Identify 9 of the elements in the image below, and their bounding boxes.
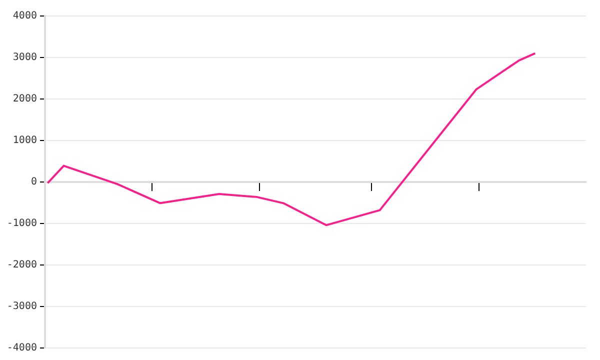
y-tick-label: 0 [30, 176, 37, 188]
y-tick-label: -1000 [6, 218, 37, 230]
y-tick-label: 4000 [12, 10, 37, 22]
y-tick-label: 2000 [12, 94, 37, 105]
y-tick-label: -4000 [6, 342, 37, 354]
y-tick-label: 3000 [12, 52, 37, 64]
y-tick-label: 1000 [12, 135, 37, 146]
y-tick-label: -2000 [6, 260, 37, 271]
y-tick-label: -3000 [6, 301, 37, 312]
